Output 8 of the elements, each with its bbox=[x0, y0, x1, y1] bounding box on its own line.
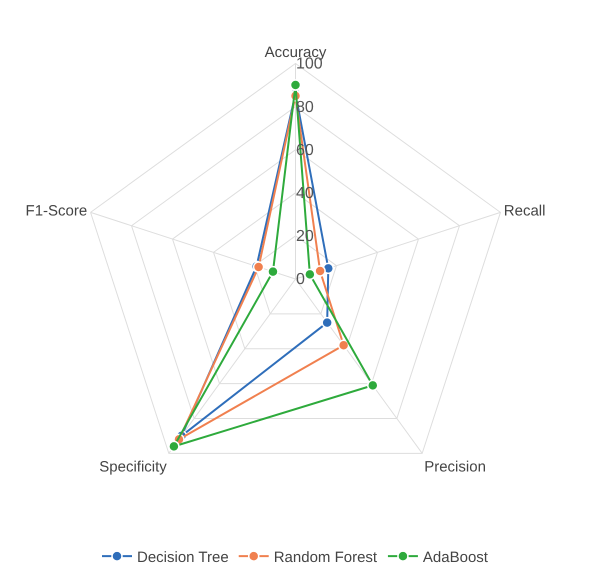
y-tick-label: 0 bbox=[296, 271, 305, 288]
spoke-label: Specificity bbox=[99, 458, 168, 476]
legend-label: Random Forest bbox=[274, 549, 378, 566]
spoke-label: F1-Score bbox=[26, 202, 88, 220]
legend-label: AdaBoost bbox=[422, 549, 489, 566]
spoke-label: Precision bbox=[424, 458, 486, 476]
spoke-label: Recall bbox=[504, 202, 546, 220]
legend-label: Decision Tree bbox=[137, 549, 229, 566]
